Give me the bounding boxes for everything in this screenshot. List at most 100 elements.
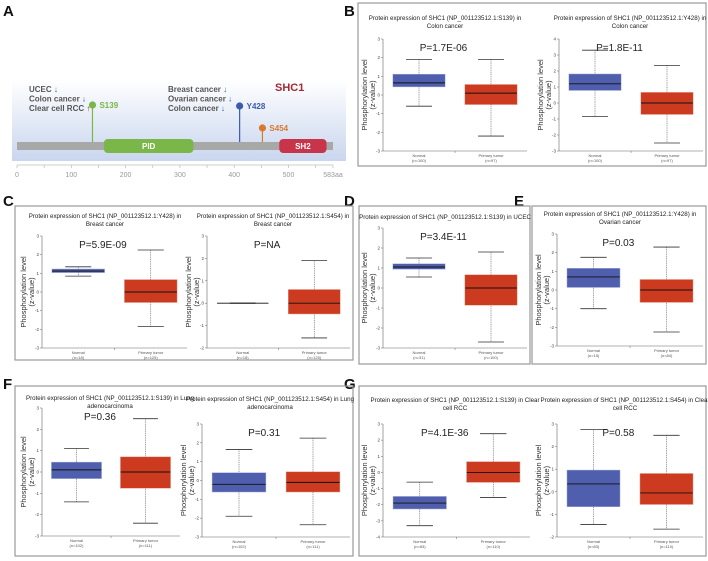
plot-title: Protein expression of SHC1 (NP_001123512… [544, 211, 697, 218]
y-axis-label-line: (z-value) [544, 80, 553, 110]
right-annotation: Colon cancer ↓ [168, 104, 225, 113]
box-normal [566, 469, 621, 507]
y-axis-label-line: (z-value) [542, 275, 551, 305]
box-tumor [464, 274, 518, 306]
arrow-up-icon: ↑ [86, 104, 90, 113]
left-annotation: Colon cancer ↓ [29, 95, 86, 104]
p-value: P=0.58 [602, 428, 634, 439]
sample-count: (n=100) [484, 355, 499, 360]
y-axis-label-line: (z-value) [368, 465, 377, 495]
plot-title: Protein expression of SHC1 (NP_001123512… [554, 15, 707, 22]
y-tick-label: 3 [196, 422, 199, 427]
y-tick-label: 3 [36, 234, 39, 239]
y-axis-label-line: (z-value) [368, 80, 377, 110]
sample-count: (n=83) [588, 544, 600, 549]
box-normal [566, 268, 621, 288]
sample-count: (n=97) [485, 158, 497, 163]
y-tick-label: 3 [377, 226, 380, 231]
panel-label-b: B [344, 3, 355, 20]
sample-count: (n=18) [72, 355, 84, 360]
plot-title: Colon cancer [427, 23, 463, 30]
p-value: P=3.4E-11 [420, 232, 467, 243]
site-label: Y428 [247, 102, 266, 111]
protein-name: SHC1 [275, 82, 304, 94]
category-label: Primary tumor [302, 350, 328, 355]
sample-count: (n=111) [306, 544, 320, 549]
y-tick-label: -2 [35, 327, 39, 332]
y-tick-label: -2 [35, 512, 39, 517]
panel-g-frame [358, 385, 707, 557]
sample-count: (n=100) [588, 158, 603, 163]
y-tick-label: -3 [376, 149, 380, 154]
category-label: Normal [236, 350, 249, 355]
y-tick-label: 2 [201, 256, 204, 261]
boxplot-f2: Protein expression of SHC1 (NP_001123512… [179, 396, 355, 549]
y-tick-label: 4 [553, 37, 556, 42]
box-tumor [120, 456, 171, 489]
y-axis-label-line: Phosphorylation level [536, 59, 545, 131]
p-value: P=5.9E-09 [79, 240, 127, 251]
y-tick-label: 1 [196, 459, 199, 464]
panel-label-c: C [3, 193, 14, 210]
y-tick-label: 3 [201, 234, 204, 239]
y-axis-label-line: Phosphorylation level [360, 445, 369, 517]
sample-count: (n=102) [232, 544, 247, 549]
y-axis-label: Phosphorylation level(z-value) [534, 254, 551, 326]
left-annotation: UCEC ↓ [29, 85, 58, 94]
y-axis-label-line: (z-value) [192, 277, 201, 307]
y-tick-label: 3 [551, 422, 554, 427]
box-tumor [285, 471, 341, 493]
arrow-down-icon: ↓ [82, 95, 86, 104]
y-tick-label: 1 [36, 271, 39, 276]
y-tick-label: -4 [376, 535, 380, 540]
category-label: Normal [70, 538, 83, 543]
panel-b-frame [357, 2, 707, 167]
category-label: Primary tumor [654, 153, 680, 158]
plot-title: adenocarcinoma [247, 404, 293, 411]
p-value: P=0.31 [248, 428, 280, 439]
y-axis-label-line: (z-value) [187, 465, 196, 495]
y-axis-label: Phosphorylation level(z-value) [534, 445, 551, 517]
category-label: Primary tumor [654, 539, 680, 544]
y-tick-label: -3 [376, 518, 380, 523]
plot-title: Protein expression of SHC1 (NP_001123512… [26, 395, 195, 402]
cancer-name: Breast cancer [168, 85, 223, 94]
y-tick-label: -2 [552, 133, 556, 138]
box-normal [211, 472, 267, 493]
y-tick-label: -3 [195, 535, 199, 540]
panel-label-f: F [3, 376, 12, 393]
sample-count: (n=31) [413, 355, 425, 360]
box-tumor [124, 279, 178, 303]
panel-label-g: G [344, 376, 356, 393]
box-normal [392, 263, 446, 270]
plot-title: cell RCC [613, 405, 638, 412]
y-tick-label: 2 [36, 427, 39, 432]
y-tick-label: 2 [36, 252, 39, 257]
y-tick-label: 1 [551, 269, 554, 274]
site-marker-s454 [258, 124, 267, 132]
y-axis-label-line: Phosphorylation level [184, 256, 193, 328]
p-value: P=1.7E-06 [420, 43, 468, 54]
category-label: Primary tumor [481, 539, 507, 544]
y-tick-label: -1 [376, 486, 380, 491]
plot-title: Protein expression of SHC1 (NP_001123512… [370, 397, 539, 404]
y-tick-label: -3 [35, 534, 39, 539]
boxplot-c1: Protein expression of SHC1 (NP_001123512… [19, 213, 187, 360]
y-tick-label: -2 [200, 346, 204, 351]
sample-count: (n=100) [412, 158, 427, 163]
left-annotation: Clear cell RCC ↑ [29, 104, 90, 113]
y-axis-label: Phosphorylation level(z-value) [536, 59, 553, 131]
aa-tick-label: 500 [283, 172, 295, 179]
boxplot-e: Protein expression of SHC1 (NP_001123512… [534, 211, 703, 358]
y-tick-label: 0 [36, 470, 39, 475]
arrow-down-icon: ↓ [54, 85, 58, 94]
y-tick-label: -3 [35, 346, 39, 351]
sample-count: (n=110) [660, 544, 674, 549]
category-label: Normal [587, 539, 600, 544]
domain-label: PID [142, 142, 156, 151]
y-tick-label: 2 [196, 440, 199, 445]
panel-c-frame [14, 205, 354, 361]
plot-title: Ovarian cancer [599, 219, 641, 226]
plot-title: Protein expression of SHC1 (NP_001123512… [197, 213, 350, 220]
aa-tick-label: 400 [228, 172, 240, 179]
